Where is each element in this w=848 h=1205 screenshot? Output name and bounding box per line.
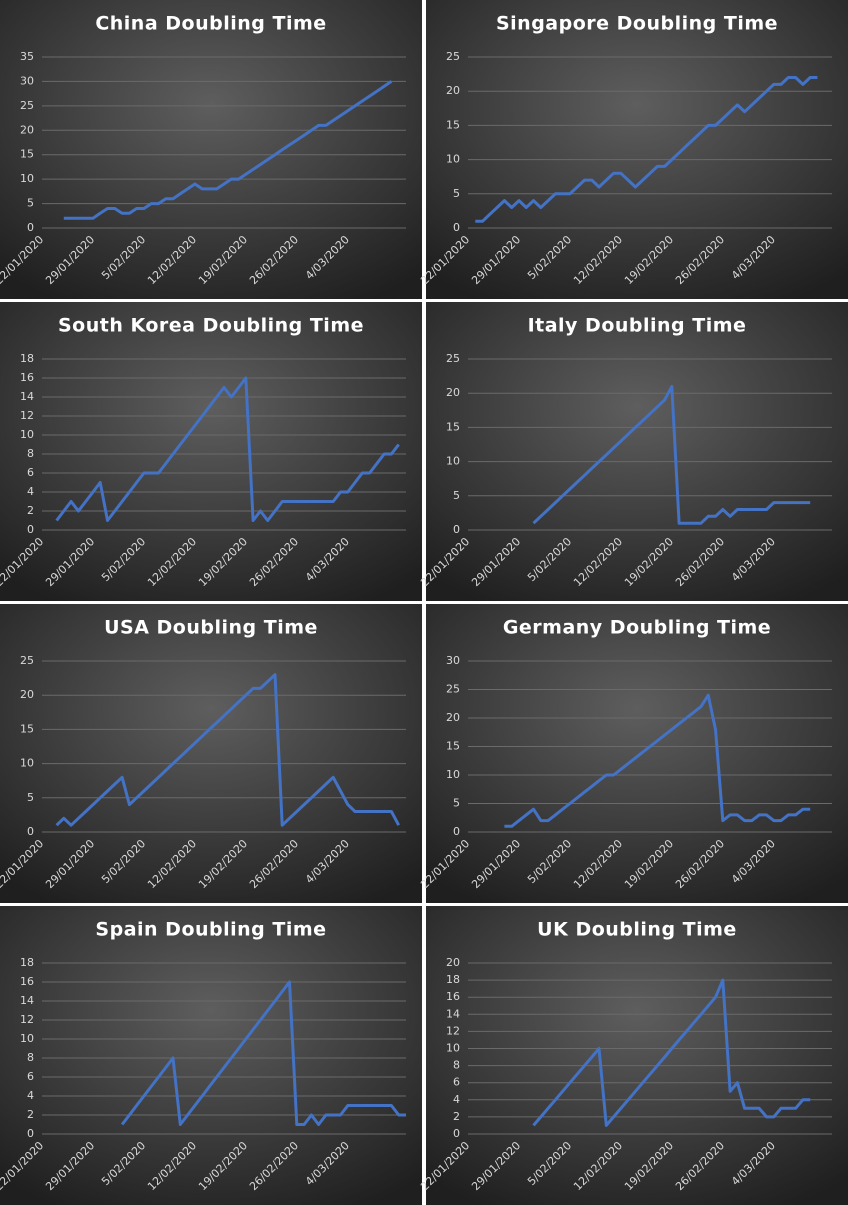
y-tick-label: 5	[453, 187, 460, 200]
panel-background	[426, 302, 848, 601]
chart-panel: Spain Doubling Time02468101214161822/01/…	[0, 906, 422, 1205]
y-tick-label: 20	[446, 956, 460, 969]
panel-background	[426, 906, 848, 1205]
y-tick-label: 25	[20, 654, 34, 667]
y-tick-label: 0	[27, 825, 34, 838]
y-tick-label: 14	[20, 994, 34, 1007]
chart-panel: Italy Doubling Time051015202522/01/20202…	[418, 302, 848, 601]
y-tick-label: 8	[27, 1051, 34, 1064]
y-tick-label: 16	[20, 371, 34, 384]
y-tick-label: 10	[20, 757, 34, 770]
chart-panel: Germany Doubling Time05101520253022/01/2…	[418, 604, 848, 903]
y-tick-label: 12	[446, 1024, 460, 1037]
chart-panel: USA Doubling Time051015202522/01/202029/…	[0, 604, 422, 903]
y-tick-label: 4	[27, 485, 34, 498]
y-tick-label: 30	[20, 74, 34, 87]
y-tick-label: 25	[20, 99, 34, 112]
panel-background	[426, 604, 848, 903]
y-tick-label: 2	[27, 504, 34, 517]
y-tick-label: 10	[20, 1032, 34, 1045]
chart-title: Singapore Doubling Time	[496, 13, 778, 35]
data-line	[55, 376, 400, 522]
y-tick-label: 6	[27, 466, 34, 479]
y-tick-label: 10	[446, 1042, 460, 1055]
y-tick-label: 20	[446, 84, 460, 97]
y-tick-label: 10	[20, 428, 34, 441]
y-tick-label: 10	[446, 153, 460, 166]
chart-panel: UK Doubling Time0246810121416182022/01/2…	[418, 906, 848, 1205]
y-tick-label: 25	[446, 352, 460, 365]
chart-title: Italy Doubling Time	[528, 315, 747, 337]
y-tick-label: 15	[446, 118, 460, 131]
y-tick-label: 5	[453, 489, 460, 502]
y-tick-label: 0	[453, 523, 460, 536]
y-tick-label: 6	[453, 1076, 460, 1089]
panel-background	[0, 0, 422, 299]
y-tick-label: 10	[446, 768, 460, 781]
y-tick-label: 4	[27, 1089, 34, 1102]
data-line	[532, 978, 811, 1127]
chart-title: USA Doubling Time	[104, 617, 318, 639]
y-tick-label: 25	[446, 683, 460, 696]
data-line	[532, 384, 811, 525]
y-tick-label: 15	[20, 148, 34, 161]
y-tick-label: 20	[20, 688, 34, 701]
y-tick-label: 15	[446, 420, 460, 433]
y-tick-label: 5	[27, 197, 34, 210]
y-tick-label: 10	[446, 455, 460, 468]
y-tick-label: 25	[446, 50, 460, 63]
y-tick-label: 20	[446, 386, 460, 399]
y-tick-label: 8	[453, 1059, 460, 1072]
y-tick-label: 14	[446, 1007, 460, 1020]
chart-panel: China Doubling Time0510152025303522/01/2…	[0, 0, 422, 299]
chart-panel: South Korea Doubling Time 0 2 4 6 8 10 12 14 16 18…	[0, 302, 422, 601]
y-tick-label: 30	[446, 654, 460, 667]
chart-title: Spain Doubling Time	[95, 919, 326, 941]
y-tick-label: 2	[27, 1108, 34, 1121]
y-tick-label: 16	[446, 990, 460, 1003]
y-tick-label: 18	[20, 956, 34, 969]
y-tick-label: 4	[453, 1093, 460, 1106]
panel-background	[426, 0, 848, 299]
panel-background	[0, 604, 422, 903]
y-tick-label: 0	[453, 221, 460, 234]
panel-background	[0, 302, 422, 601]
data-line	[504, 693, 811, 828]
chart-panel: Singapore Doubling Time051015202522/01/2…	[418, 0, 848, 299]
data-line	[475, 76, 818, 223]
data-line	[55, 673, 401, 827]
y-tick-label: 18	[446, 973, 460, 986]
y-tick-label: 10	[20, 172, 34, 185]
y-tick-label: 12	[20, 1013, 34, 1026]
y-tick-label: 15	[446, 740, 460, 753]
y-tick-label: 35	[20, 50, 34, 63]
y-tick-label: 20	[20, 123, 34, 136]
y-tick-label: 5	[453, 797, 460, 810]
y-tick-label: 5	[27, 791, 34, 804]
y-tick-label: 2	[453, 1110, 460, 1123]
y-tick-label: 14	[20, 390, 34, 403]
y-tick-label: 6	[27, 1070, 34, 1083]
y-tick-label: 18	[20, 352, 34, 365]
y-tick-label: 0	[27, 221, 34, 234]
chart-title: South Korea Doubling Time	[58, 315, 364, 337]
data-line	[120, 980, 406, 1126]
y-tick-label: 8	[27, 447, 34, 460]
y-tick-label: 0	[27, 523, 34, 536]
chart-title: UK Doubling Time	[537, 919, 737, 941]
y-tick-label: 15	[20, 722, 34, 735]
y-tick-label: 0	[27, 1127, 34, 1140]
y-tick-label: 12	[20, 409, 34, 422]
y-tick-label: 16	[20, 975, 34, 988]
panel-background	[0, 906, 422, 1205]
chart-title: Germany Doubling Time	[503, 617, 771, 639]
data-line	[63, 80, 393, 220]
chart-title: China Doubling Time	[95, 13, 326, 35]
y-tick-label: 0	[453, 1127, 460, 1140]
y-tick-label: 0	[453, 825, 460, 838]
y-tick-label: 20	[446, 711, 460, 724]
